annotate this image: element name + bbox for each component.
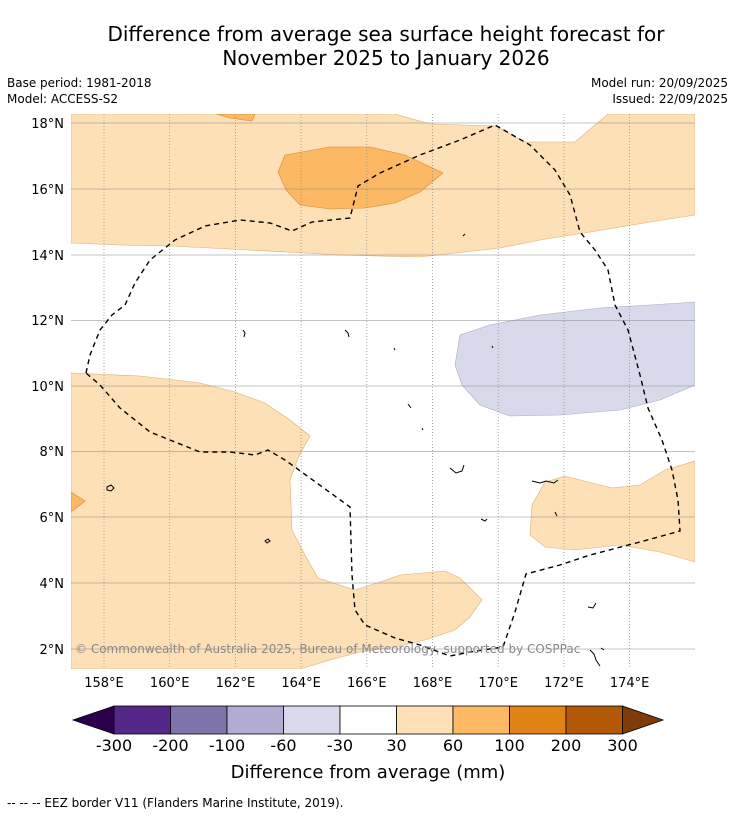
lon-label: 172°E <box>544 676 584 691</box>
model-run: Model run: 20/09/2025 <box>590 76 728 90</box>
lat-label: 8°N <box>40 445 65 460</box>
title-line-2: November 2025 to January 2026 <box>222 46 550 70</box>
colorbar-segment <box>283 705 341 735</box>
lat-label: 18°N <box>31 117 64 132</box>
eez-footnote: -- -- -- EEZ border V11 (Flanders Marine… <box>7 796 344 810</box>
lat-label: 10°N <box>31 380 64 395</box>
anomaly-region-60-100-west <box>71 491 86 513</box>
colorbar-tick-label: 60 <box>443 736 463 755</box>
chart-title: Difference from average sea surface heig… <box>0 22 736 70</box>
lon-label: 174°E <box>610 676 650 691</box>
colorbar-segment <box>170 705 228 735</box>
lon-label: 162°E <box>216 676 256 691</box>
title-line-1: Difference from average sea surface heig… <box>107 22 665 46</box>
colorbar-segment <box>113 705 171 735</box>
copyright-text: © Commonwealth of Australia 2025, Bureau… <box>75 642 580 656</box>
anomaly-region-minus-30-60 <box>454 301 695 417</box>
colorbar-tick-label: -200 <box>152 736 188 755</box>
lon-label: 170°E <box>478 676 518 691</box>
lat-label: 4°N <box>40 577 65 592</box>
map-plot-area <box>71 114 695 669</box>
issued-date: Issued: 22/09/2025 <box>612 92 728 106</box>
lat-axis: 18°N 16°N 14°N 12°N 10°N 8°N 6°N 4°N 2°N <box>31 117 64 658</box>
colorbar-extend-low <box>71 705 115 735</box>
colorbar: -300 -200 -100 -60 -30 30 60 100 200 300… <box>71 705 665 783</box>
lon-label: 164°E <box>281 676 321 691</box>
lat-label: 2°N <box>40 643 65 658</box>
lon-label: 166°E <box>347 676 387 691</box>
map-grid <box>71 114 695 669</box>
lat-label: 12°N <box>31 314 64 329</box>
anomaly-region-30-60-southwest <box>71 372 483 669</box>
colorbar-tick-label: 300 <box>607 736 638 755</box>
colorbar-segment <box>565 705 623 735</box>
colorbar-segment <box>509 705 567 735</box>
colorbar-tick-label: -60 <box>270 736 296 755</box>
base-period: Base period: 1981-2018 <box>7 76 152 90</box>
colorbar-extend-high <box>622 705 665 735</box>
colorbar-tick-label: -100 <box>209 736 245 755</box>
lat-label: 14°N <box>31 249 64 264</box>
colorbar-tick-label: 30 <box>386 736 406 755</box>
lon-label: 168°E <box>413 676 453 691</box>
eez-border <box>85 124 681 657</box>
model-name: Model: ACCESS-S2 <box>7 92 119 106</box>
lon-axis: 158°E 160°E 162°E 164°E 166°E 168°E 170°… <box>84 676 649 691</box>
colorbar-segment <box>452 705 510 735</box>
colorbar-segment <box>396 705 454 735</box>
lat-label: 6°N <box>40 511 65 526</box>
lat-label: 16°N <box>31 183 64 198</box>
colorbar-title: Difference from average (mm) <box>231 762 506 783</box>
meta-right: Model run: 20/09/2025 Issued: 22/09/2025 <box>591 75 728 107</box>
island-contours <box>106 233 605 667</box>
anomaly-region-60-100-north <box>277 146 444 210</box>
colorbar-tick-label: -300 <box>96 736 132 755</box>
colorbar-tick-label: 100 <box>494 736 525 755</box>
colorbar-segment <box>339 705 397 735</box>
anomaly-region-30-60-east <box>529 460 695 563</box>
lon-label: 160°E <box>150 676 190 691</box>
colorbar-tick-label: -30 <box>327 736 353 755</box>
colorbar-tick-label: 200 <box>551 736 582 755</box>
meta-left: Base period: 1981-2018 Model: ACCESS-S2 <box>7 75 152 107</box>
colorbar-segment <box>226 705 284 735</box>
lon-label: 158°E <box>84 676 124 691</box>
